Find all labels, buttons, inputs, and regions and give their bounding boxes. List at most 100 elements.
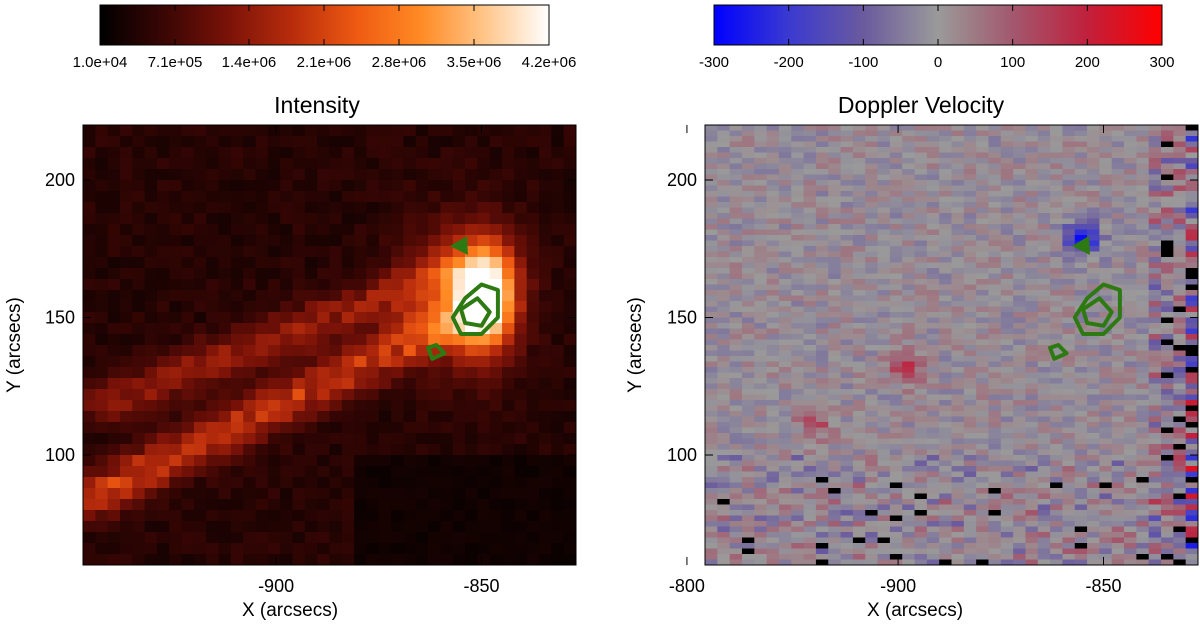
- doppler-pixel: [729, 493, 743, 500]
- doppler-pixel: [939, 510, 953, 517]
- doppler-pixel: [963, 510, 977, 517]
- intensity-pixel: [539, 290, 552, 302]
- doppler-pixel: [1037, 251, 1051, 258]
- doppler-pixel: [803, 482, 817, 489]
- doppler-pixel: [741, 312, 755, 319]
- intensity-pixel: [440, 202, 454, 214]
- intensity-pixel: [329, 488, 343, 500]
- intensity-pixel: [428, 488, 442, 500]
- doppler-pixel: [852, 559, 866, 565]
- intensity-pixel: [489, 455, 503, 467]
- doppler-pixel: [976, 367, 990, 374]
- doppler-pixel: [939, 466, 953, 473]
- intensity-pixel: [465, 554, 478, 565]
- doppler-pixel: [840, 185, 854, 192]
- intensity-pixel: [169, 268, 183, 280]
- doppler-pixel: [976, 306, 990, 313]
- doppler-pixel: [1111, 521, 1125, 528]
- doppler-pixel: [1173, 257, 1187, 264]
- doppler-pixel: [803, 191, 817, 198]
- intensity-pixel: [230, 169, 244, 181]
- doppler-pixel: [1062, 246, 1076, 253]
- intensity-pixel: [304, 411, 318, 423]
- doppler-pixel: [1025, 257, 1039, 264]
- doppler-pixel: [815, 356, 829, 363]
- doppler-pixel: [939, 504, 953, 511]
- doppler-pixel: [815, 174, 829, 181]
- doppler-pixel: [1124, 411, 1137, 418]
- intensity-pixel: [341, 554, 355, 565]
- doppler-pixel: [754, 433, 768, 440]
- intensity-pixel: [181, 422, 195, 434]
- doppler-pixel: [963, 350, 977, 357]
- doppler-pixel: [828, 339, 842, 346]
- doppler-pixel: [939, 378, 953, 385]
- intensity-pixel: [132, 543, 146, 555]
- doppler-pixel: [914, 196, 928, 203]
- doppler-pixel: [1173, 191, 1187, 198]
- doppler-pixel: [926, 141, 940, 148]
- intensity-pixel: [169, 246, 183, 258]
- intensity-pixel: [181, 257, 195, 269]
- doppler-pixel: [754, 427, 768, 434]
- doppler-pixel: [926, 251, 940, 258]
- doppler-pixel: [1173, 345, 1187, 352]
- doppler-pixel: [865, 433, 879, 440]
- doppler-pixel: [1013, 334, 1027, 341]
- doppler-pixel: [766, 537, 780, 544]
- doppler-pixel: [951, 257, 965, 264]
- doppler-pixel: [1062, 169, 1076, 176]
- doppler-pixel: [1111, 334, 1125, 341]
- doppler-pixel: [1050, 422, 1064, 429]
- doppler-pixel: [766, 279, 780, 286]
- intensity-pixel: [243, 180, 257, 192]
- doppler-pixel: [1087, 559, 1100, 565]
- intensity-pixel: [428, 213, 442, 225]
- doppler-pixel: [951, 317, 965, 324]
- doppler-pixel: [1161, 460, 1174, 467]
- doppler-pixel: [729, 317, 743, 324]
- doppler-pixel: [815, 548, 829, 555]
- doppler-pixel: [1013, 433, 1027, 440]
- doppler-pixel: [791, 141, 805, 148]
- doppler-pixel: [939, 537, 953, 544]
- doppler-pixel: [889, 554, 903, 561]
- doppler-pixel: [1062, 213, 1076, 220]
- doppler-pixel: [717, 559, 731, 565]
- doppler-pixel: [1013, 185, 1027, 192]
- doppler-pixel: [705, 207, 718, 214]
- intensity-pixel: [366, 422, 380, 434]
- doppler-pixel: [729, 383, 743, 390]
- doppler-pixel: [803, 427, 817, 434]
- doppler-pixel: [889, 455, 903, 462]
- doppler-pixel: [889, 433, 903, 440]
- intensity-pixel: [95, 334, 109, 346]
- doppler-pixel: [717, 136, 731, 143]
- doppler-pixel: [988, 389, 1002, 396]
- doppler-pixel: [815, 554, 829, 561]
- doppler-pixel: [865, 180, 879, 187]
- doppler-pixel: [766, 559, 780, 565]
- intensity-pixel: [304, 268, 318, 280]
- intensity-pixel: [551, 213, 565, 225]
- doppler-pixel: [717, 488, 731, 495]
- intensity-pixel: [391, 312, 405, 324]
- doppler-pixel: [877, 279, 891, 286]
- doppler-pixel: [1161, 306, 1174, 313]
- doppler-pixel: [840, 130, 854, 137]
- doppler-pixel: [815, 136, 829, 143]
- doppler-pixel: [902, 383, 916, 390]
- doppler-pixel: [1037, 372, 1051, 379]
- doppler-pixel: [1062, 433, 1076, 440]
- doppler-pixel: [963, 400, 977, 407]
- doppler-pixel: [828, 163, 842, 170]
- doppler-pixel: [865, 416, 879, 423]
- doppler-pixel: [1173, 147, 1187, 154]
- doppler-pixel: [1000, 477, 1014, 484]
- doppler-pixel: [976, 405, 990, 412]
- doppler-pixel: [951, 350, 965, 357]
- intensity-pixel: [403, 532, 417, 544]
- doppler-pixel: [840, 224, 854, 231]
- doppler-pixel: [791, 411, 805, 418]
- doppler-pixel: [1148, 389, 1162, 396]
